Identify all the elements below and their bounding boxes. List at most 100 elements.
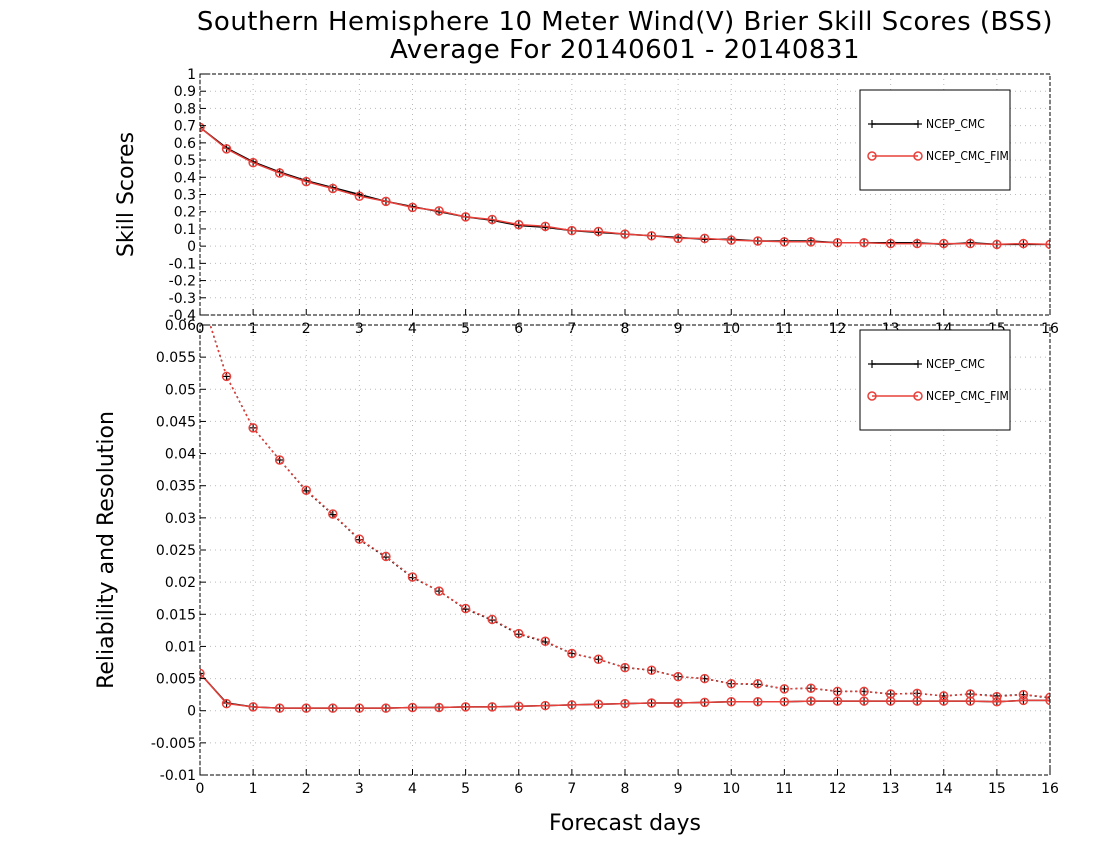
x-tick-label: 15 xyxy=(988,781,1006,797)
data-point xyxy=(354,191,365,201)
data-point xyxy=(779,696,790,707)
legend-marker xyxy=(913,151,923,161)
series-line-ncep-cmc-fim-reliability xyxy=(200,672,1050,709)
x-tick-label: 1 xyxy=(249,321,258,337)
y-tick-label: -0.005 xyxy=(151,736,196,752)
data-point xyxy=(832,696,843,706)
data-point xyxy=(487,614,497,625)
x-tick-label: 13 xyxy=(882,781,900,797)
data-point xyxy=(221,144,232,154)
data-point xyxy=(200,123,204,132)
data-point xyxy=(275,456,284,464)
data-point xyxy=(540,221,551,232)
x-tick-label: 8 xyxy=(621,781,630,797)
data-point xyxy=(460,212,471,222)
data-point xyxy=(248,157,258,168)
y-tick-label: 0.3 xyxy=(174,188,196,204)
x-tick-label: 0 xyxy=(196,781,205,797)
y-tick-label: 0.1 xyxy=(174,222,196,238)
y-tick-label: 0.9 xyxy=(174,84,196,100)
x-tick-label: 6 xyxy=(514,781,523,797)
data-point xyxy=(381,551,391,562)
y-tick-label: 0.03 xyxy=(165,511,196,527)
data-point xyxy=(753,696,763,707)
x-axis-label: Forecast days xyxy=(549,811,701,836)
x-tick-label: 2 xyxy=(302,781,311,797)
x-tick-label: 4 xyxy=(408,321,417,337)
axis-ticks: 0 1 2 3 4 5 6 7 8 9 10 11 12 13 14 15 16-0.4-0.3-0.2-0.1… xyxy=(169,67,1059,337)
y-tick-label: 0.06 xyxy=(165,318,196,334)
data-point xyxy=(593,226,604,237)
data-point xyxy=(912,696,922,706)
data-point xyxy=(779,237,790,247)
x-tick-label: 12 xyxy=(829,321,847,337)
y-tick-label: 0.01 xyxy=(165,639,196,655)
skill-scores-panel: 0 1 2 3 4 5 6 7 8 9 10 11 12 13 14 15 16-0.4-0.3-0.2-0.1… xyxy=(114,67,1059,337)
y-tick-label: 0.7 xyxy=(174,119,196,135)
data-point xyxy=(885,689,896,699)
data-point xyxy=(965,696,976,706)
data-point xyxy=(381,703,391,713)
legend-box xyxy=(859,329,1011,431)
x-tick-label: 11 xyxy=(775,321,793,337)
y-axis-label: Skill Scores xyxy=(114,132,139,257)
data-point xyxy=(859,696,869,706)
data-point xyxy=(221,371,232,382)
data-point xyxy=(460,702,471,712)
data-point xyxy=(859,686,869,697)
data-point xyxy=(1045,239,1050,250)
data-point xyxy=(407,572,418,582)
data-point xyxy=(434,206,444,216)
x-tick-label: 9 xyxy=(674,321,683,337)
data-point xyxy=(699,697,710,708)
y-tick-label: 0.6 xyxy=(174,136,196,152)
legend-marker xyxy=(867,391,877,401)
data-point xyxy=(673,233,683,244)
data-point xyxy=(407,702,418,713)
data-point xyxy=(567,700,577,710)
data-point xyxy=(301,485,311,495)
data-point xyxy=(992,696,1002,707)
legend-marker xyxy=(913,391,923,401)
data-point xyxy=(200,122,205,133)
y-tick-label: 0.025 xyxy=(156,543,196,559)
y-tick-label: 0.05 xyxy=(165,382,196,398)
axis-ticks: 0 1 2 3 4 5 6 7 8 9 10 11 12 13 14 15 16-0.01-0.00500.00… xyxy=(151,318,1059,797)
data-point xyxy=(965,689,976,699)
x-tick-label: 8 xyxy=(621,321,630,337)
y-tick-label: 0.5 xyxy=(174,153,196,169)
data-point xyxy=(779,684,790,694)
data-point xyxy=(992,691,1002,702)
x-tick-label: 2 xyxy=(302,321,311,337)
y-tick-label: 0.8 xyxy=(174,101,196,117)
data-point xyxy=(646,665,657,675)
y-tick-label: -0.2 xyxy=(169,274,196,290)
data-point xyxy=(753,678,763,689)
data-point xyxy=(328,183,338,194)
x-tick-label: 5 xyxy=(461,781,470,797)
data-point xyxy=(221,698,232,709)
data-point xyxy=(248,423,258,433)
reliability-resolution-panel: 0 1 2 3 4 5 6 7 8 9 10 11 12 13 14 15 16-0.01-0.00500.00… xyxy=(94,318,1059,836)
data-point xyxy=(540,700,551,711)
data-point xyxy=(620,229,630,239)
data-point xyxy=(806,237,816,247)
x-tick-label: 10 xyxy=(722,781,740,797)
data-point xyxy=(885,696,896,706)
data-point xyxy=(699,233,710,244)
data-point xyxy=(673,671,683,682)
data-point xyxy=(859,237,869,248)
data-point xyxy=(913,689,922,698)
data-point xyxy=(1045,695,1050,706)
y-tick-label: 0.045 xyxy=(156,414,196,430)
x-tick-label: 7 xyxy=(567,321,576,337)
data-point xyxy=(620,662,630,673)
data-point xyxy=(726,678,736,689)
x-tick-label: 12 xyxy=(829,781,847,797)
data-point xyxy=(274,703,285,713)
data-point xyxy=(646,698,657,708)
data-point xyxy=(514,701,524,711)
x-tick-label: 6 xyxy=(514,321,523,337)
data-point xyxy=(939,691,949,701)
data-point xyxy=(833,687,842,696)
